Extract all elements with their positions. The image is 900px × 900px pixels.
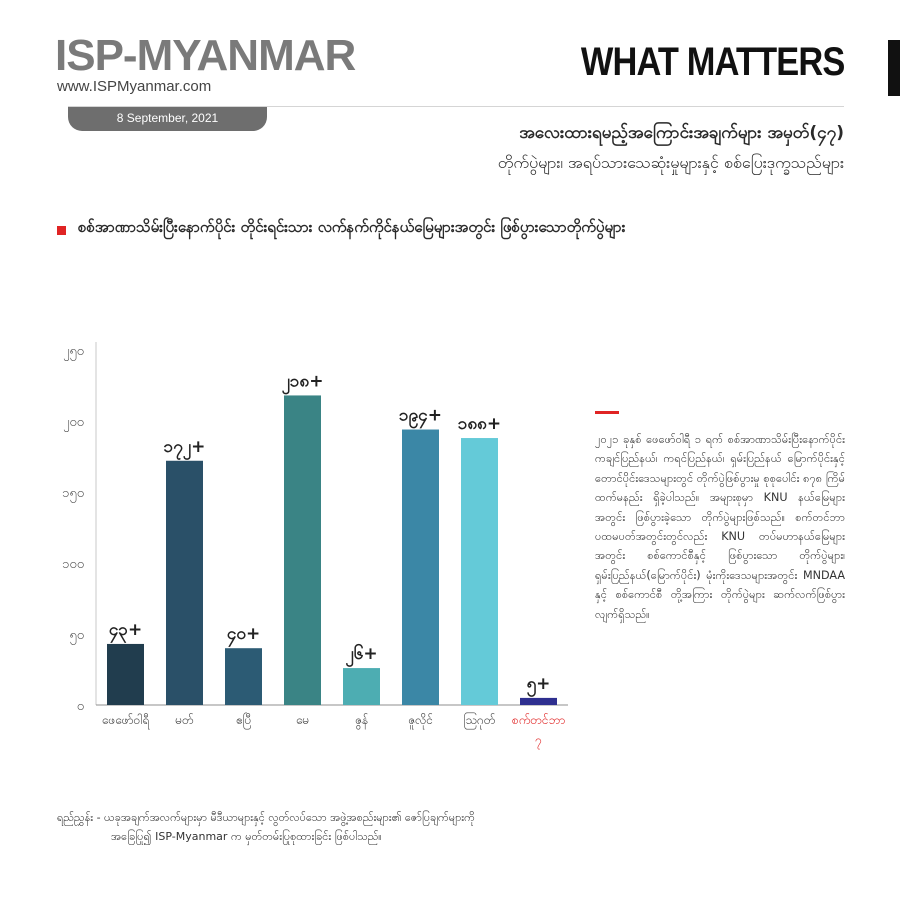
x-tick-label: မတ်	[175, 712, 194, 727]
y-tick-label: ၂၅၀	[63, 344, 84, 361]
page-title: အလေးထားရမည့်အကြောင်းအချက်များ အမှတ်(၄၇)	[519, 123, 844, 143]
header-divider	[68, 106, 844, 107]
date-badge: 8 September, 2021	[68, 107, 267, 131]
x-tick-label: ဇူလိုင်	[408, 712, 433, 730]
page-subtitle: တိုက်ပွဲများ၊ အရပ်သားသေဆုံးမှုများနှင့် …	[497, 153, 844, 172]
footnote-line-1: ရည်ညွှန်း - ယခုအချက်အလက်များမှာ မီဒီယာမျ…	[57, 811, 475, 824]
red-bullet-icon	[57, 226, 66, 235]
y-tick-label: ၁၀၀	[62, 557, 84, 572]
chart-title: စစ်အာဏာသိမ်းပြီးနောက်ပိုင်း တိုင်းရင်းသာ…	[78, 218, 626, 236]
bar-value-label: ၂၁၈+	[282, 371, 324, 395]
x-tick-label: ၇	[535, 733, 542, 750]
x-tick-label: စက်တင်ဘာ	[512, 712, 565, 727]
bar	[284, 395, 321, 705]
y-tick-label: ၅၀	[69, 628, 84, 645]
x-tick-label: မေ	[296, 713, 309, 727]
y-tick-label: ၁၅၀	[62, 486, 84, 503]
bar	[107, 643, 144, 705]
bar-value-label: ၄၃+	[109, 620, 142, 644]
note-accent-rule	[595, 411, 619, 414]
x-tick-label: သြဂုတ်	[463, 711, 495, 730]
x-tick-label: ဇွန်	[355, 712, 368, 730]
summary-note: ၂၀၂၁ ခုနှစ် ဖေဖော်ဝါရီ ၁ ရက် စစ်အာဏာသိမ်…	[595, 433, 845, 621]
bar	[225, 648, 262, 705]
source-footnote: ရည်ညွှန်း - ယခုအချက်အလက်များမှာ မီဒီယာမျ…	[57, 808, 475, 846]
bar	[520, 697, 557, 705]
bar-value-label: ၁၉၄+	[399, 406, 442, 430]
bar-value-label: ၂၆+	[345, 642, 377, 668]
bar	[343, 668, 380, 705]
section-title: WHAT MATTERS	[580, 40, 844, 84]
bar-value-label: ၅+	[527, 674, 551, 698]
bar	[402, 429, 439, 705]
footnote-line-2: အခြေပြု၍ ISP-Myanmar က မှတ်တမ်းပြုစုထားခ…	[111, 830, 382, 843]
edge-accent-bar	[888, 40, 900, 96]
x-tick-label: ဧပြီ	[236, 712, 252, 730]
website-url[interactable]: www.ISPMyanmar.com	[57, 78, 212, 95]
bar-value-label: ၄၀+	[227, 624, 260, 648]
bar	[166, 460, 203, 705]
brand-logo: ISP-MYANMAR	[55, 31, 356, 80]
bar-value-label: ၁၈၈+	[458, 414, 501, 434]
bar-value-label: ၁၇၂+	[164, 437, 206, 461]
y-tick-label: ၀	[77, 699, 84, 714]
bar	[461, 438, 498, 705]
y-tick-label: ၂၀၀	[63, 415, 84, 432]
x-tick-label: ဖေဖော်ဝါရီ	[102, 712, 149, 730]
